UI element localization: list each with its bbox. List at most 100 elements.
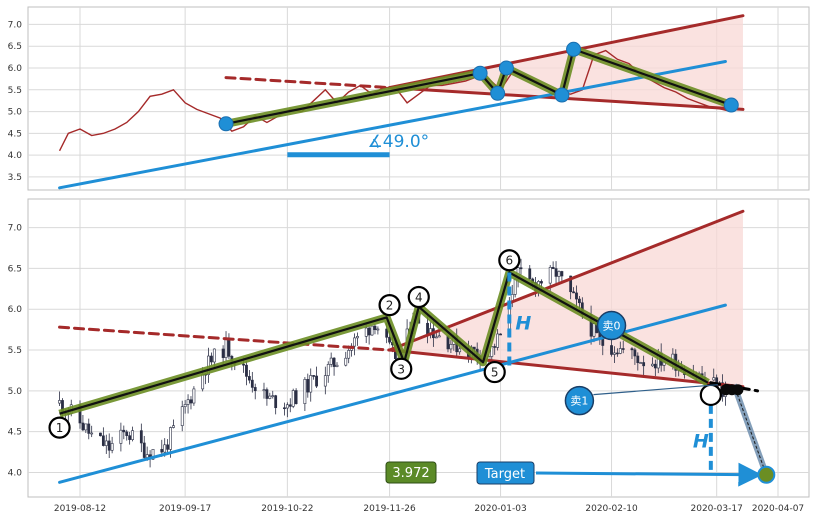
candle-body	[285, 404, 289, 409]
candle-body	[578, 298, 581, 304]
candle-body	[294, 390, 298, 404]
x-tick-label: 2019-08-12	[54, 504, 106, 514]
sell-circle	[596, 310, 627, 341]
bottom-trend-lines	[58, 209, 760, 484]
turn-point	[498, 60, 514, 76]
candle-body	[253, 387, 257, 392]
pivot-circle	[378, 294, 401, 317]
candle-body	[90, 432, 94, 435]
candle-body	[496, 333, 500, 348]
recent-point	[732, 384, 744, 396]
pivot-label: 2	[386, 299, 394, 313]
x-tick-label: 2020-01-03	[474, 504, 526, 514]
candle-body	[353, 337, 356, 347]
candle-body	[434, 336, 438, 339]
candle-body	[315, 375, 318, 387]
resistance-line	[58, 325, 392, 352]
candle-body	[160, 449, 164, 453]
pivot-circle	[483, 360, 506, 384]
candle-body	[651, 363, 654, 367]
candle-body	[58, 400, 61, 404]
target-arrow	[535, 462, 763, 487]
candle-body	[639, 362, 643, 364]
y-tick-label: 6.0	[8, 305, 23, 315]
candle-body	[268, 395, 272, 399]
candle-body	[633, 349, 637, 357]
bottom-y-tick-labels: 4.0 4.5 5.0 5.5 6.0 6.5 7.0	[8, 224, 23, 479]
pivot-label: 1	[56, 421, 64, 435]
candle-body	[207, 355, 210, 375]
bottom-candlesticks	[58, 258, 727, 468]
candle-body	[610, 345, 613, 355]
candle-body	[186, 399, 190, 405]
candle-body	[621, 348, 625, 350]
price-label-box: 3.972	[385, 461, 437, 484]
candle-body	[569, 275, 573, 293]
pivot-circle	[498, 249, 521, 272]
candle-body	[548, 267, 552, 284]
candle-body	[449, 344, 453, 350]
sell-connector	[593, 384, 718, 396]
y-tick-label: 3.5	[8, 173, 22, 183]
y-tick-label: 7.0	[8, 20, 23, 30]
candle-body	[513, 278, 517, 295]
candle-body	[283, 407, 286, 410]
sell-label: 卖0	[603, 320, 621, 333]
y-tick-label: 4.0	[8, 151, 23, 161]
candle-body	[332, 357, 336, 367]
height-label: H	[693, 431, 709, 453]
price-label: 3.972	[392, 466, 429, 481]
bottom-pivot-markers: 1 2 3 4 5 6	[48, 249, 722, 439]
y-tick-label: 5.0	[8, 108, 23, 118]
candle-body	[653, 363, 657, 369]
candle-body	[131, 430, 134, 440]
triangle-fill	[389, 211, 743, 387]
candle-body	[151, 449, 155, 460]
turn-point	[218, 116, 234, 132]
candle-body	[271, 395, 275, 397]
candle-body	[551, 267, 555, 269]
resistance-line	[388, 209, 745, 352]
candle-body	[312, 375, 316, 377]
sell-circle	[564, 385, 595, 416]
candle-body	[376, 328, 380, 331]
candle-body	[163, 444, 167, 453]
candle-body	[326, 364, 330, 376]
y-tick-label: 5.5	[8, 86, 22, 96]
candle-body	[356, 336, 359, 339]
candle-body	[288, 404, 292, 407]
support-line	[58, 59, 727, 190]
top-angle-marker: ∡49.0°	[287, 132, 429, 158]
candle-body	[99, 432, 102, 437]
candle-body	[274, 395, 278, 409]
sell-label: 卖1	[570, 395, 588, 408]
candle-body	[227, 337, 231, 357]
x-tick-label: 2020-02-10	[585, 504, 638, 514]
candle-body	[554, 268, 558, 277]
resistance-line	[224, 76, 392, 90]
candle-body	[242, 363, 245, 366]
candle-body	[344, 357, 348, 366]
x-tick-label: 2019-10-22	[261, 504, 313, 514]
candle-body	[323, 375, 327, 387]
x-tick-label: 2019-09-17	[159, 504, 211, 514]
pivot-circle	[390, 357, 413, 380]
y-tick-label: 4.0	[8, 469, 23, 479]
candle-body	[110, 443, 114, 451]
candle-body	[560, 271, 564, 277]
candle-body	[712, 377, 716, 381]
candle-body	[180, 406, 184, 426]
candle-body	[104, 440, 108, 446]
candle-body	[166, 444, 170, 450]
candle-body	[613, 352, 616, 355]
turn-point	[490, 85, 506, 101]
y-tick-label: 6.5	[8, 42, 22, 52]
candle-body	[364, 327, 368, 337]
candle-body	[224, 337, 228, 358]
pivot-circle	[699, 383, 722, 407]
candle-body	[370, 325, 374, 336]
turn-point	[566, 41, 582, 57]
candle-body	[125, 431, 129, 436]
y-tick-label: 6.0	[8, 64, 23, 74]
